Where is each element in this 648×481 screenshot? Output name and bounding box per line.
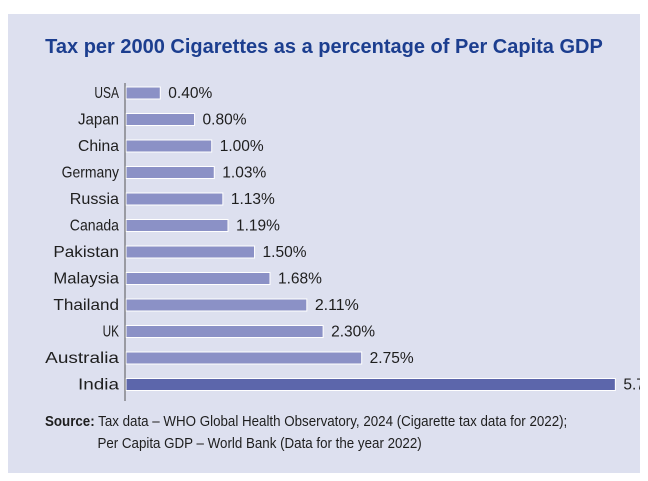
- bar: [125, 298, 308, 312]
- bar: [125, 245, 256, 259]
- bar: [125, 378, 616, 391]
- source-note: Source: Tax data – WHO Global Health Obs…: [45, 411, 588, 455]
- source-line-2: Per Capita GDP – World Bank (Data for th…: [97, 436, 422, 452]
- value-label: 1.03%: [222, 165, 266, 182]
- value-label: 5.71%: [623, 377, 640, 394]
- chart-title: Tax per 2000 Cigarettes as a percentage …: [45, 36, 603, 58]
- source-label: Source:: [45, 414, 95, 430]
- bar: [125, 139, 213, 153]
- category-label: Canada: [70, 218, 119, 235]
- bar: [125, 113, 196, 126]
- category-label: Thailand: [53, 297, 119, 314]
- category-label: Australia: [45, 350, 119, 367]
- bar: [125, 351, 363, 365]
- bar-chart: USA 0.40% Japan 0.80% China 1.00% Germany 1.03%…: [45, 83, 640, 401]
- bar: [125, 86, 161, 100]
- category-label: UK: [103, 324, 120, 341]
- chart-panel: Tax per 2000 Cigarettes as a percentage …: [8, 14, 640, 473]
- value-label: 0.80%: [203, 112, 247, 129]
- value-label: 2.30%: [331, 324, 375, 341]
- bar: [125, 219, 229, 232]
- value-label: 1.19%: [236, 218, 280, 235]
- category-label: Japan: [78, 112, 119, 129]
- bar: [125, 192, 224, 206]
- category-label: Russia: [70, 191, 119, 208]
- value-label: 1.68%: [278, 271, 322, 288]
- value-label: 0.40%: [168, 85, 212, 102]
- category-label: Malaysia: [53, 271, 119, 288]
- source-text-1: Tax data – WHO Global Health Observatory…: [98, 414, 568, 430]
- bar: [125, 325, 324, 338]
- value-label: 1.50%: [263, 244, 307, 261]
- category-label: China: [78, 138, 119, 155]
- source-line-1: Source: Tax data – WHO Global Health Obs…: [45, 411, 588, 433]
- value-label: 2.11%: [315, 297, 359, 314]
- category-label: Pakistan: [53, 244, 119, 261]
- category-label: India: [78, 377, 119, 394]
- bar: [125, 272, 271, 285]
- bar: [125, 166, 215, 179]
- value-label: 1.00%: [220, 138, 264, 155]
- value-label: 2.75%: [370, 350, 414, 367]
- category-label: USA: [94, 85, 119, 102]
- value-label: 1.13%: [231, 191, 275, 208]
- category-label: Germany: [62, 165, 119, 182]
